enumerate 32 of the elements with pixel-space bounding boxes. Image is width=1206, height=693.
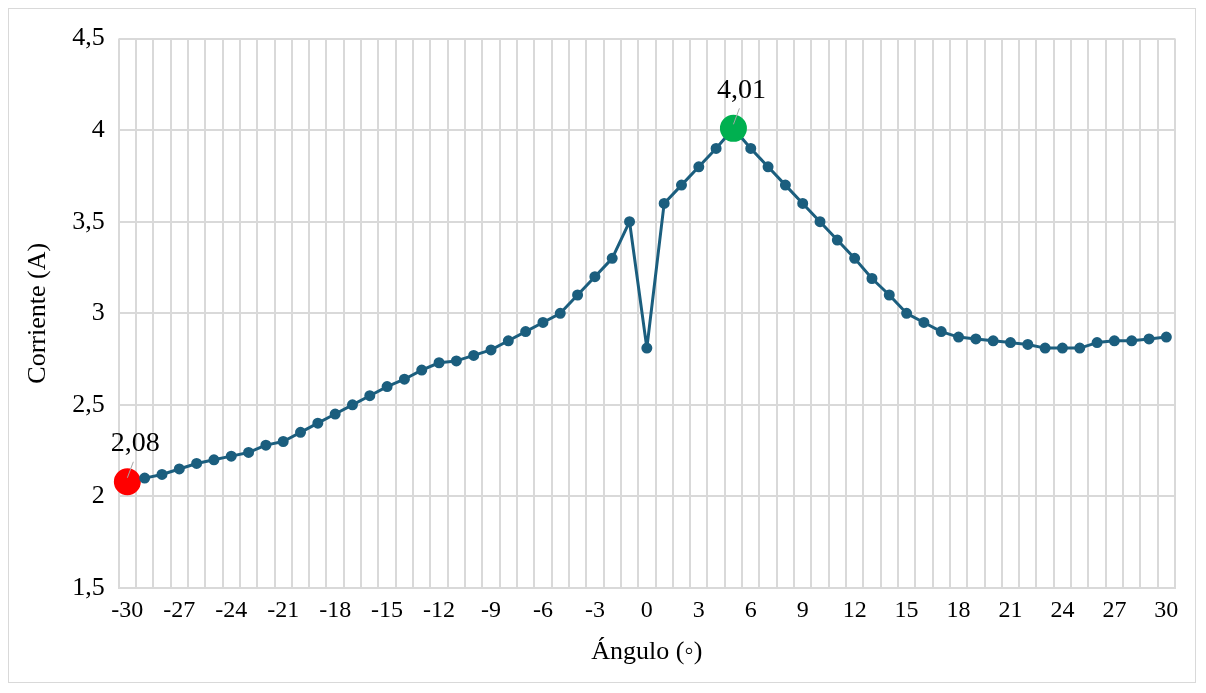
x-axis-title: Ángulo (◦) xyxy=(591,636,703,666)
data-label: 4,01 xyxy=(716,72,766,104)
x-tick-label: -18 xyxy=(319,595,352,622)
x-tick-label: 21 xyxy=(998,595,1023,622)
x-tick-label: 27 xyxy=(1102,595,1127,622)
x-tick-label: 6 xyxy=(744,595,757,622)
y-tick-label: 2 xyxy=(91,480,105,510)
x-tick-label: 12 xyxy=(842,595,867,622)
x-tick-label: -3 xyxy=(584,595,605,622)
y-tick-label: 4 xyxy=(91,113,105,143)
x-tick-label: 0 xyxy=(640,595,653,622)
y-axis-title: Corriente (A) xyxy=(22,242,52,384)
x-tick-label: -21 xyxy=(267,595,300,622)
x-tick-label: 30 xyxy=(1154,595,1179,622)
x-tick-label: 18 xyxy=(946,595,971,622)
x-tick-label: 24 xyxy=(1050,595,1075,622)
x-tick-label: 9 xyxy=(796,595,809,622)
data-label: 2,08 xyxy=(110,426,160,458)
x-tick-label: -6 xyxy=(532,595,553,622)
y-tick-label: 2,5 xyxy=(72,388,105,418)
x-tick-label: -27 xyxy=(163,595,196,622)
x-tick-label: 3 xyxy=(692,595,705,622)
x-tick-label: -9 xyxy=(481,595,501,622)
y-tick-label: 3,5 xyxy=(72,205,105,235)
x-tick-label: -15 xyxy=(371,595,404,622)
y-tick-label: 3 xyxy=(91,297,105,327)
y-tick-label: 1,5 xyxy=(72,571,105,601)
x-tick-label: -24 xyxy=(215,595,248,622)
x-tick-label: -12 xyxy=(423,595,456,622)
x-tick-label: -30 xyxy=(111,595,144,622)
y-tick-label: 4,5 xyxy=(72,22,105,52)
x-tick-label: 15 xyxy=(894,595,919,622)
